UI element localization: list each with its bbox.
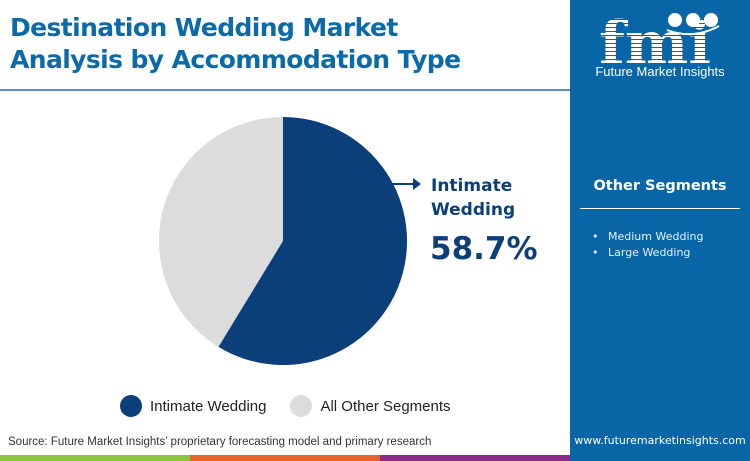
fmi-logo-icon: fmi bbox=[599, 9, 720, 66]
list-item: Medium Wedding bbox=[592, 229, 703, 245]
title-divider bbox=[0, 89, 570, 91]
page-title: Destination Wedding Market Analysis by A… bbox=[10, 12, 570, 76]
legend-item-all-other-segments: All Other Segments bbox=[290, 395, 451, 417]
footer-bar-green bbox=[0, 455, 190, 461]
callout-value: 58.7% bbox=[430, 231, 538, 267]
side-panel: fmi Future Market Insights Other Segment… bbox=[570, 0, 750, 461]
company-name: Future Market Insights bbox=[595, 64, 725, 79]
title-line-2: Analysis by Accommodation Type bbox=[10, 45, 461, 74]
title-line-1: Destination Wedding Market bbox=[10, 13, 398, 42]
callout-arrow-icon bbox=[391, 178, 421, 190]
legend-swatch-icon bbox=[290, 395, 313, 417]
footer-bar-purple bbox=[380, 455, 570, 461]
legend-label: All Other Segments bbox=[320, 397, 451, 415]
callout-label: Intimate Wedding bbox=[431, 176, 516, 220]
pie-slice-intimate-wedding bbox=[218, 117, 407, 365]
legend-label: Intimate Wedding bbox=[150, 397, 267, 415]
pie-chart bbox=[159, 117, 407, 365]
panel-title: Other Segments bbox=[593, 178, 727, 194]
list-item: Large Wedding bbox=[592, 245, 703, 261]
panel-divider bbox=[580, 208, 740, 209]
legend-item-intimate-wedding: Intimate Wedding bbox=[120, 395, 266, 417]
footer-bar-orange bbox=[190, 455, 380, 461]
source-note: Source: Future Market Insights’ propriet… bbox=[8, 436, 432, 448]
legend-swatch-icon bbox=[120, 395, 142, 417]
other-segments-list: Medium Wedding Large Wedding bbox=[592, 229, 703, 261]
website-url: www.futuremarketinsights.com bbox=[574, 434, 746, 447]
chart-legend: Intimate Wedding All Other Segments bbox=[120, 395, 475, 417]
